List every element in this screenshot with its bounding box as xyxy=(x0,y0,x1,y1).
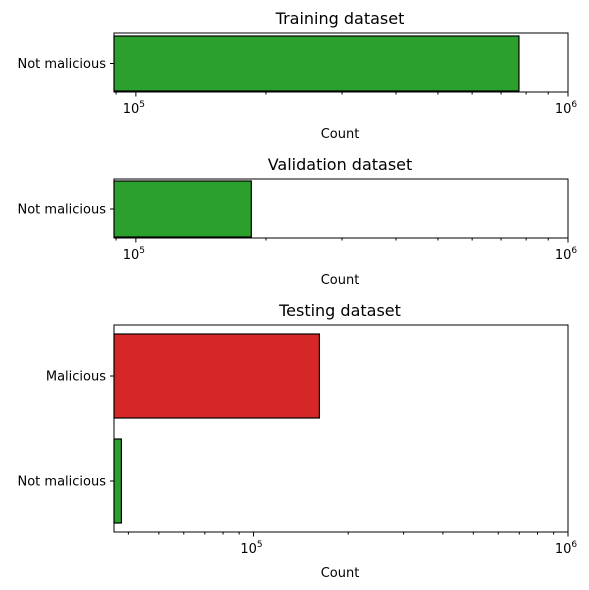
testing-category-label: Malicious xyxy=(46,370,106,385)
training-tick-label: 105 xyxy=(123,100,145,117)
validation-bar-not-malicious xyxy=(113,180,252,238)
testing-category-label: Not malicious xyxy=(18,475,107,490)
testing-chart-title: Testing dataset xyxy=(278,301,401,320)
training-chart-title: Training dataset xyxy=(275,9,405,28)
testing-bar-malicious xyxy=(113,333,321,419)
validation-tick-label: 106 xyxy=(555,246,578,263)
validation-plot-frame xyxy=(113,178,569,239)
testing-x-axis-label: Count xyxy=(321,566,360,581)
training-tick-label: 106 xyxy=(555,100,578,117)
testing-bar-not-malicious xyxy=(113,438,122,524)
validation-tick-label: 105 xyxy=(123,246,145,263)
testing-chart: Testing dataset Count Malicious Not malic… xyxy=(18,301,578,581)
training-category-label: Not malicious xyxy=(18,57,107,72)
testing-tick-label: 105 xyxy=(240,540,262,557)
validation-chart-title: Validation dataset xyxy=(268,155,413,174)
training-bar-not-malicious xyxy=(113,35,520,92)
training-x-axis-label: Count xyxy=(321,127,360,142)
testing-tick-label: 106 xyxy=(555,540,578,557)
testing-plot-frame xyxy=(113,324,569,533)
training-chart: Training dataset Count Not malicious 105 1… xyxy=(18,9,578,142)
validation-category-label: Not malicious xyxy=(18,203,107,218)
validation-x-axis-label: Count xyxy=(321,273,360,288)
training-plot-frame xyxy=(113,32,569,93)
validation-chart: Validation dataset Count Not malicious 10… xyxy=(18,155,578,288)
